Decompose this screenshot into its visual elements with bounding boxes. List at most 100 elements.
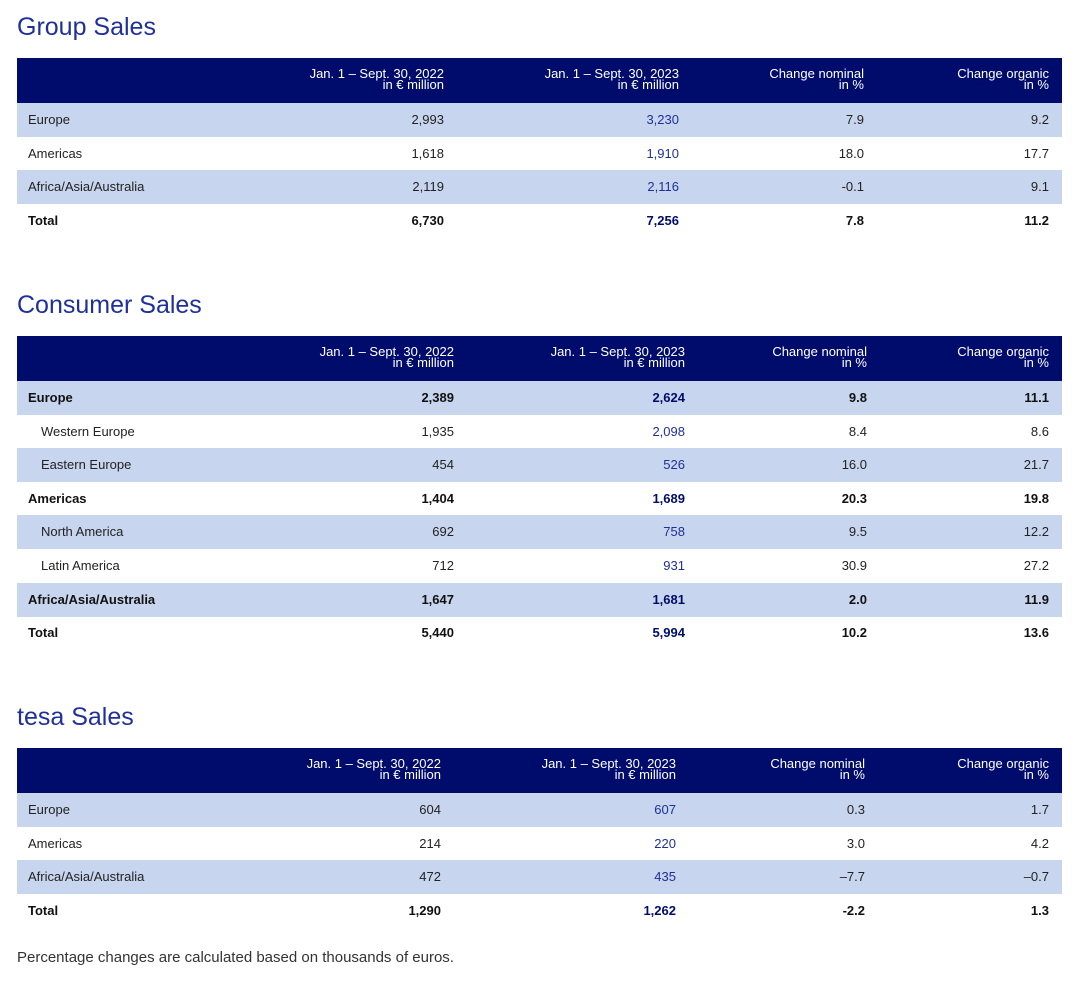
cell-value: 9.2 bbox=[1030, 112, 1049, 127]
table-header: Jan. 1 – Sept. 30, 2022 in € million Jan. … bbox=[17, 336, 1062, 381]
column-header: in % bbox=[839, 767, 865, 782]
cell-value: 16.0 bbox=[841, 457, 867, 473]
cell-value: 27.2 bbox=[1023, 558, 1049, 573]
column-header: in € million bbox=[623, 355, 685, 370]
cell-value: 7,256 bbox=[646, 212, 679, 228]
cell-value: 11.1 bbox=[1024, 390, 1049, 405]
row-label: Americas bbox=[28, 145, 83, 161]
cell-value: 2,993 bbox=[411, 112, 444, 127]
section-title: tesa Sales bbox=[17, 703, 134, 731]
cell-value: 712 bbox=[432, 558, 454, 573]
table-row: Total 6,730 7,256 7.8 11.2 bbox=[17, 204, 1062, 238]
row-label: Americas bbox=[28, 835, 83, 851]
row-label: Americas bbox=[28, 490, 87, 506]
cell-value: 758 bbox=[663, 524, 685, 540]
row-label: Total bbox=[28, 625, 59, 641]
cell-value: 1,290 bbox=[408, 902, 441, 918]
column-header: Change nominal bbox=[770, 756, 865, 771]
column-header: Change organic bbox=[957, 344, 1049, 359]
table-row: Americas 1,404 1,689 20.3 19.8 bbox=[17, 482, 1062, 516]
column-header: Jan. 1 – Sept. 30, 2022 bbox=[319, 344, 454, 359]
cell-value: 7.9 bbox=[845, 112, 864, 127]
row-label: Europe bbox=[28, 802, 70, 817]
column-header: in % bbox=[838, 77, 864, 92]
table-row: Total 1,290 1,262 -2.2 1.3 bbox=[17, 894, 1062, 928]
table-row: Latin America 712 931 30.9 27.2 bbox=[17, 549, 1062, 583]
cell-value: 472 bbox=[419, 869, 441, 885]
column-header: in € million bbox=[382, 77, 444, 92]
cell-value: 8.4 bbox=[848, 423, 867, 439]
cell-value: 214 bbox=[419, 835, 441, 851]
column-header: in € million bbox=[614, 767, 676, 782]
cell-value: 1,262 bbox=[643, 902, 676, 918]
row-label: Africa/Asia/Australia bbox=[28, 591, 156, 607]
cell-value: 10.2 bbox=[841, 625, 867, 641]
cell-value: 1,404 bbox=[421, 490, 454, 506]
row-label: Total bbox=[28, 902, 59, 918]
row-label: North America bbox=[41, 524, 124, 540]
cell-value: 2,389 bbox=[421, 390, 454, 405]
section-title: Group Sales bbox=[17, 13, 156, 41]
cell-value: 454 bbox=[432, 457, 454, 473]
row-label: Africa/Asia/Australia bbox=[28, 869, 145, 885]
table-row: Europe 2,993 3,230 7.9 9.2 bbox=[17, 103, 1062, 137]
cell-value: 19.8 bbox=[1023, 490, 1049, 506]
cell-value: 12.2 bbox=[1023, 524, 1049, 540]
cell-value: 931 bbox=[663, 558, 685, 573]
cell-value: 526 bbox=[663, 457, 685, 473]
table-row: Africa/Asia/Australia 472 435 –7.7 –0.7 bbox=[17, 860, 1062, 895]
row-label: Western Europe bbox=[41, 423, 135, 439]
cell-value: -0.1 bbox=[841, 179, 864, 195]
column-header: in € million bbox=[392, 355, 454, 370]
column-header: Jan. 1 – Sept. 30, 2022 bbox=[309, 66, 444, 81]
row-label: Eastern Europe bbox=[41, 457, 132, 473]
cell-value: 2.0 bbox=[848, 591, 867, 607]
table-row: Europe 604 607 0.3 1.7 bbox=[17, 793, 1062, 827]
column-header: Change organic bbox=[957, 66, 1049, 81]
cell-value: 30.9 bbox=[841, 558, 867, 573]
table-header: Jan. 1 – Sept. 30, 2022 in € million Jan. … bbox=[17, 58, 1062, 103]
cell-value: 2,624 bbox=[652, 390, 685, 405]
column-header: in € million bbox=[617, 77, 679, 92]
column-header: Jan. 1 – Sept. 30, 2023 bbox=[550, 344, 685, 359]
cell-value: 20.3 bbox=[841, 490, 867, 506]
cell-value: 7.8 bbox=[845, 212, 864, 228]
column-header: in % bbox=[1023, 355, 1049, 370]
cell-value: 4.2 bbox=[1030, 835, 1049, 851]
cell-value: 2,116 bbox=[647, 179, 679, 195]
cell-value: 6,730 bbox=[411, 212, 444, 228]
table-row: North America 692 758 9.5 12.2 bbox=[17, 515, 1062, 550]
table-row: Africa/Asia/Australia 2,119 2,116 -0.1 9.1 bbox=[17, 170, 1062, 205]
cell-value: 0.3 bbox=[846, 802, 865, 817]
section-title: Consumer Sales bbox=[17, 291, 202, 319]
cell-value: 607 bbox=[654, 802, 676, 817]
column-header: Change nominal bbox=[772, 344, 867, 359]
cell-value: 1.7 bbox=[1030, 802, 1049, 817]
cell-value: 11.9 bbox=[1024, 591, 1049, 607]
cell-value: 17.7 bbox=[1023, 145, 1049, 161]
column-header: in € million bbox=[379, 767, 441, 782]
table-row: Africa/Asia/Australia 1,647 1,681 2.0 11.9 bbox=[17, 582, 1062, 617]
cell-value: 1,647 bbox=[421, 591, 454, 607]
cell-value: 3.0 bbox=[846, 835, 865, 851]
cell-value: 1,935 bbox=[421, 423, 454, 439]
cell-value: 21.7 bbox=[1023, 457, 1049, 473]
cell-value: –7.7 bbox=[839, 869, 865, 885]
footnote: Percentage changes are calculated based … bbox=[17, 949, 454, 966]
row-label: Total bbox=[28, 212, 59, 228]
column-header: Change nominal bbox=[769, 66, 864, 81]
cell-value: 9.5 bbox=[848, 524, 867, 540]
cell-value: 5,440 bbox=[421, 625, 454, 641]
cell-value: 5,994 bbox=[652, 625, 685, 641]
column-header: Jan. 1 – Sept. 30, 2023 bbox=[541, 756, 676, 771]
cell-value: 435 bbox=[654, 869, 676, 885]
cell-value: 1,618 bbox=[411, 145, 444, 161]
table-header: Jan. 1 – Sept. 30, 2022 in € million Jan. … bbox=[17, 748, 1062, 793]
cell-value: 8.6 bbox=[1030, 423, 1049, 439]
table-row: Eastern Europe 454 526 16.0 21.7 bbox=[17, 448, 1062, 483]
cell-value: 1,910 bbox=[646, 145, 679, 161]
cell-value: 692 bbox=[432, 524, 454, 540]
cell-value: 11.2 bbox=[1024, 212, 1049, 228]
table-row: Total 5,440 5,994 10.2 13.6 bbox=[17, 616, 1062, 650]
